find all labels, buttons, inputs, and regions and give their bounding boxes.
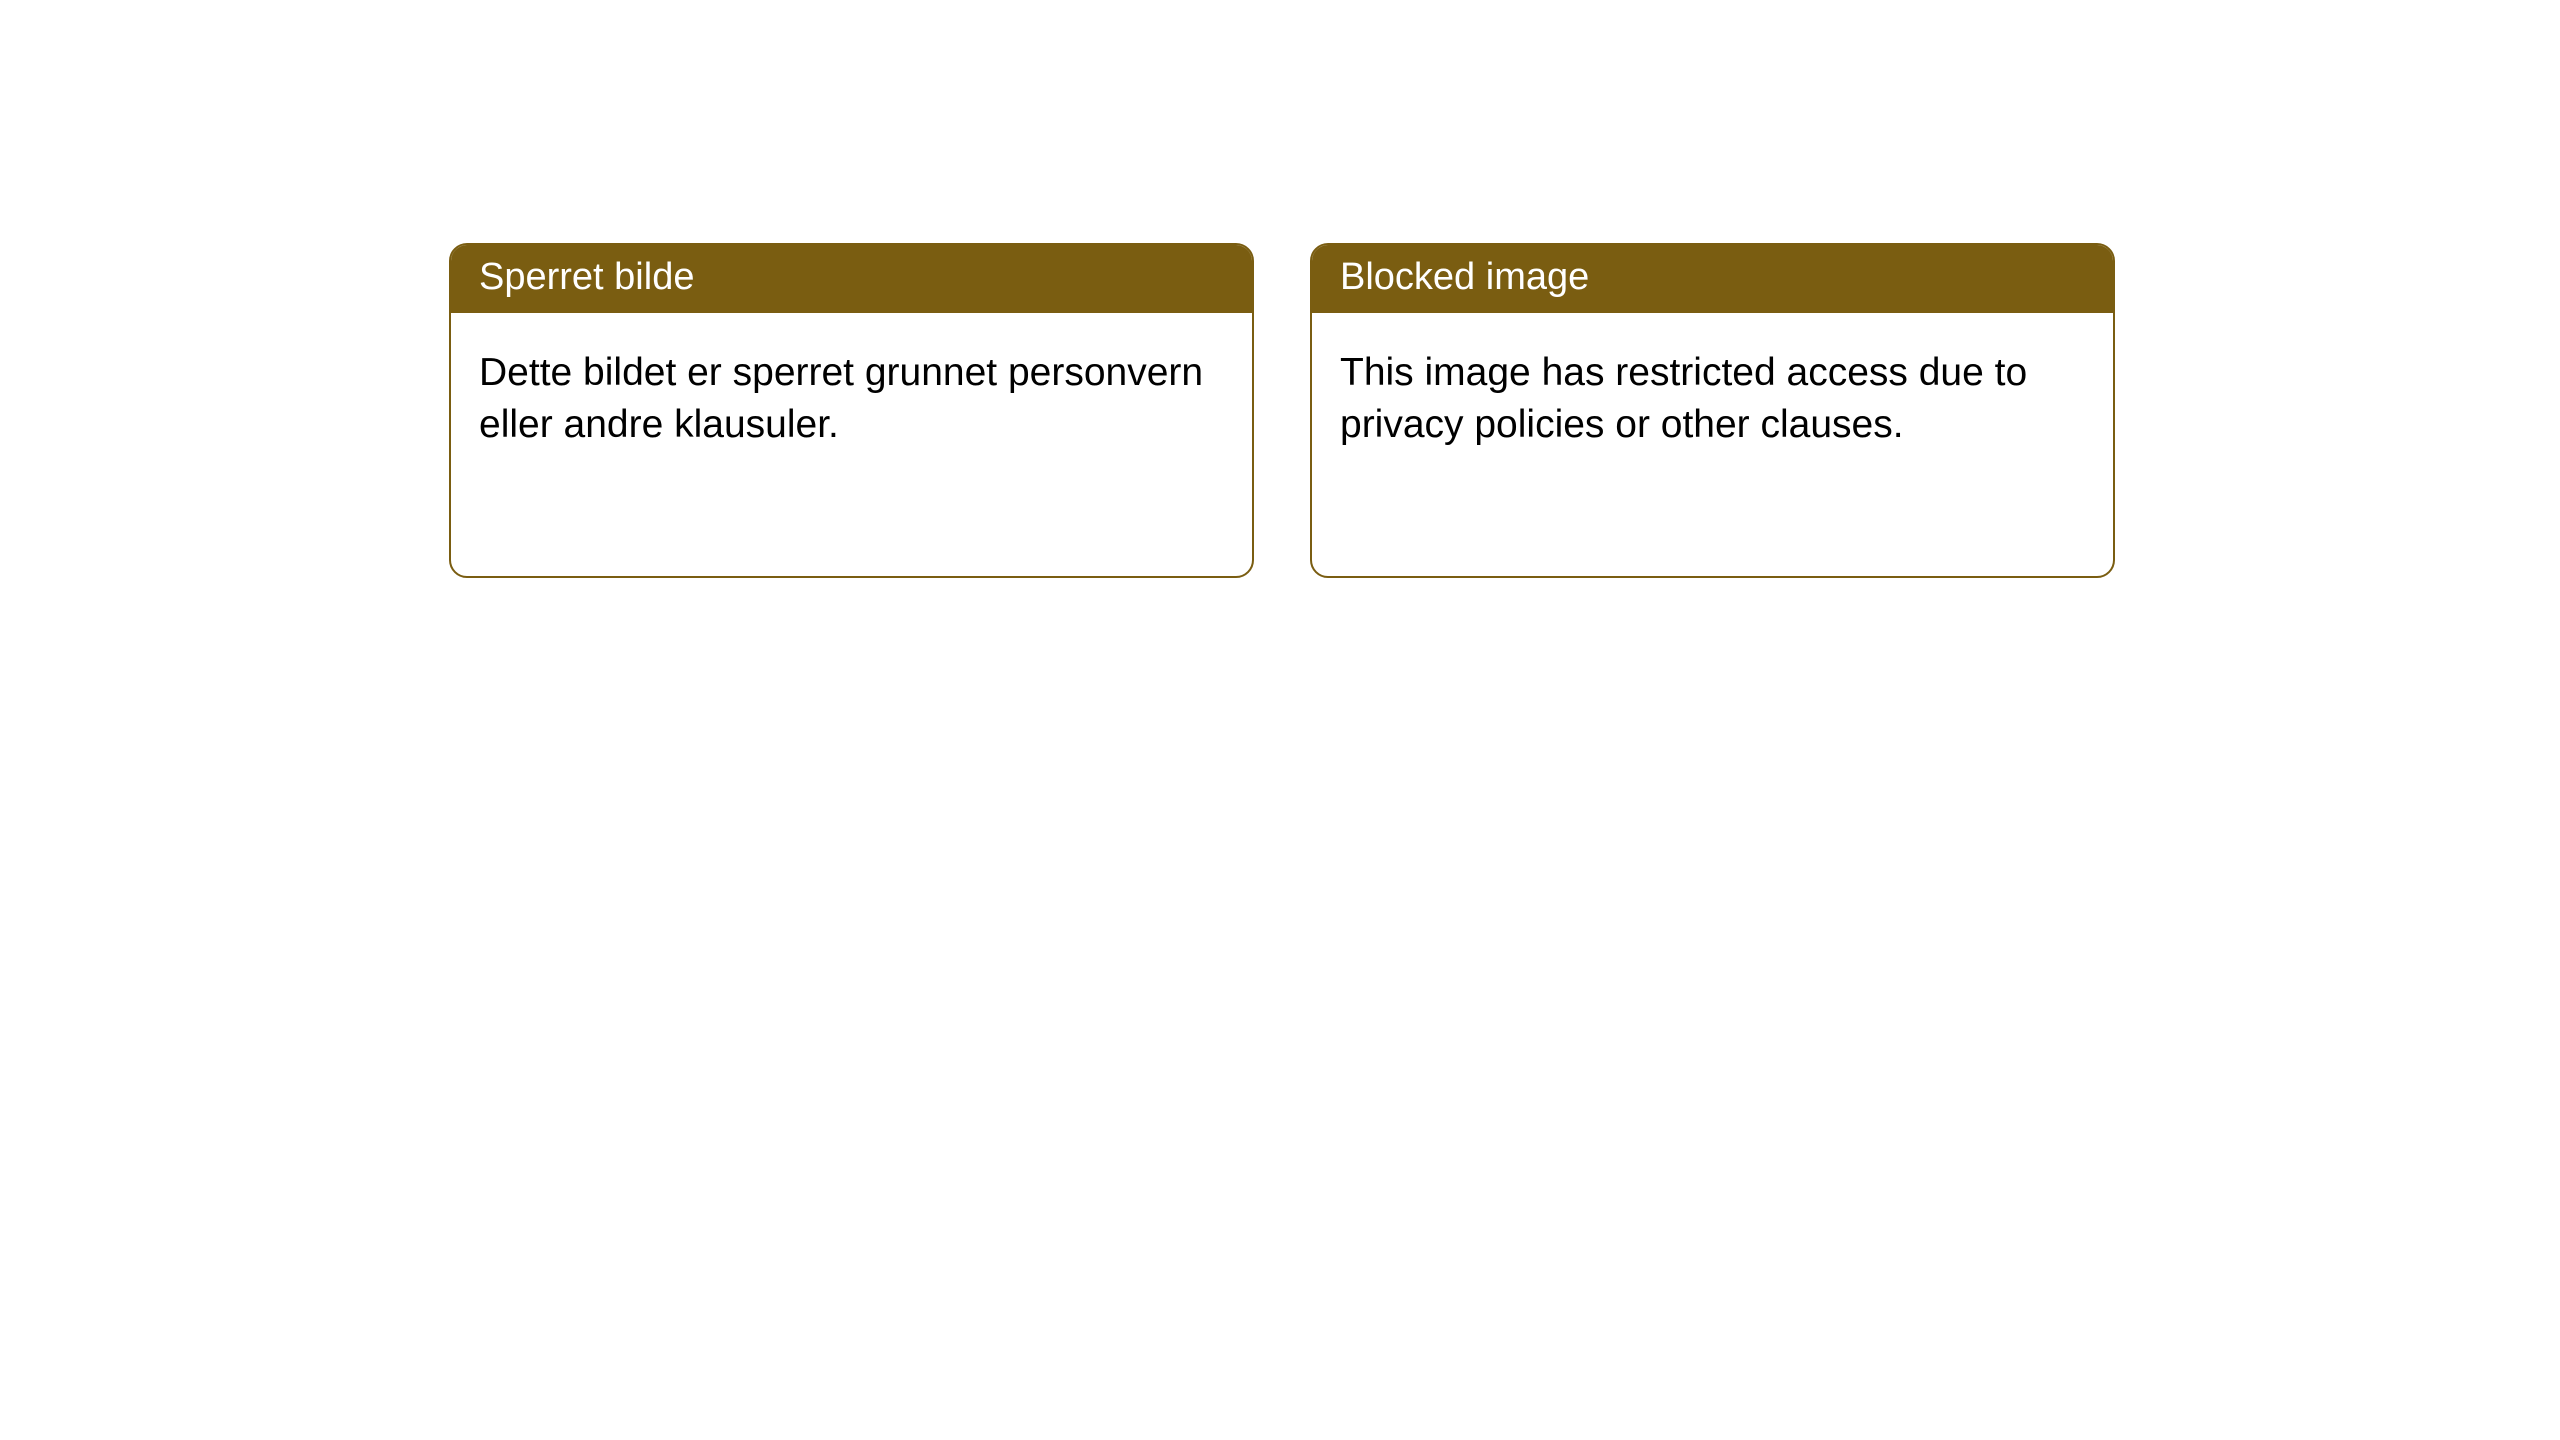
card-header-en: Blocked image: [1312, 245, 2113, 313]
card-body-en: This image has restricted access due to …: [1312, 313, 2113, 486]
card-header-text-no: Sperret bilde: [479, 256, 694, 298]
card-header-text-en: Blocked image: [1340, 256, 1589, 298]
card-body-text-no: Dette bildet er sperret grunnet personve…: [479, 351, 1203, 447]
notice-cards-container: Sperret bilde Dette bildet er sperret gr…: [0, 0, 2560, 578]
card-body-text-en: This image has restricted access due to …: [1340, 351, 2027, 447]
blocked-image-card-en: Blocked image This image has restricted …: [1310, 243, 2115, 578]
card-header-no: Sperret bilde: [451, 245, 1252, 313]
card-body-no: Dette bildet er sperret grunnet personve…: [451, 313, 1252, 486]
blocked-image-card-no: Sperret bilde Dette bildet er sperret gr…: [449, 243, 1254, 578]
